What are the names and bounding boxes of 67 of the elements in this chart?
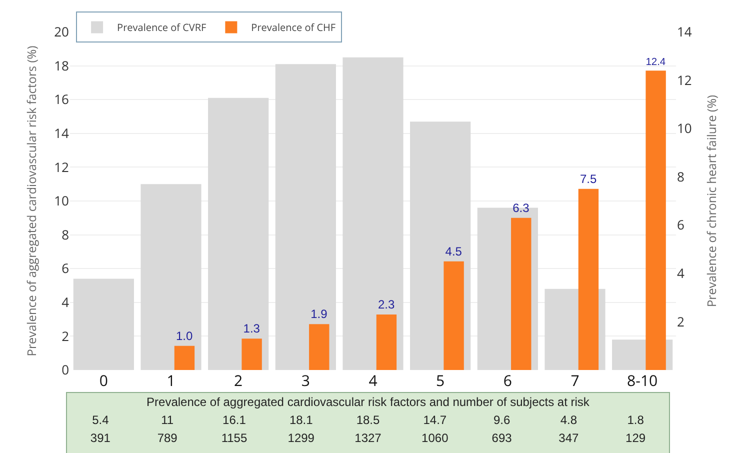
data-label: 6.3 [512,200,530,215]
bar [275,64,336,370]
data-label: 18.5 [355,412,381,429]
y-tick-label: 4 [62,292,70,311]
text: 129 [624,430,647,447]
bar [309,324,330,370]
bar [208,98,269,370]
y-tick-label: 10 [54,192,69,210]
bar [73,278,134,370]
x-tick-label: 0 [99,371,108,391]
data-label: 12.4 [646,57,666,68]
data-label: 18.1 [288,412,314,429]
y-tick-label: 14 [54,124,70,142]
data-label: 11 [160,412,175,429]
data-label: 2.3 [378,297,395,312]
y-tick-label: 20 [54,22,69,41]
x-tick-label: 4 [368,371,378,391]
y2-tick-label: 6 [677,216,684,234]
y2-tick-label: 12 [677,70,692,89]
data-label: 4.5 [445,244,462,258]
data-label: 1.9 [310,307,328,322]
data-label: 1.8 [626,412,645,429]
x-tick-label: 3 [301,371,310,391]
data-label: 9.6 [492,412,512,429]
data-label: 1.0 [176,328,193,343]
bar [242,338,262,370]
y2-tick-label: 4 [677,264,685,282]
bar [376,314,397,370]
bar [140,184,202,370]
bar [444,261,464,370]
y-tick-label: 12 [54,158,69,176]
data-label: 7.5 [580,172,597,186]
y-tick-label: 18 [54,56,69,74]
y2-tick-label: 8 [677,167,684,186]
data-label: 4.8 [559,412,578,429]
y-tick-label: 2 [62,326,69,345]
bar [342,57,404,370]
y-tick-label: 16 [54,90,69,108]
text: 1299 [286,430,316,447]
x-tick-label: 8-10 [627,371,658,391]
y-tick-label: 6 [62,259,69,278]
legend-label: Prevalence of CVRF [117,20,206,34]
text: 1327 [354,430,382,447]
text: 693 [490,430,513,447]
text: 1060 [420,430,450,447]
y2-axis-title: Prevalence of chronic heart failure (%) [703,94,720,308]
data-label: 16.1 [222,412,247,429]
data-label: 14.7 [422,412,448,429]
data-label: 5.4 [91,412,110,429]
x-tick-label: 5 [436,371,445,391]
x-tick-label: 2 [234,371,243,391]
y-tick-label: 8 [62,225,69,244]
text: 391 [89,430,112,447]
text: Prevalence of aggregated cardiovascular risk factors and number of subjects at risk [146,394,590,411]
y2-tick-label: 2 [677,312,684,330]
x-tick-label: 1 [166,371,176,391]
text: 1155 [220,430,248,447]
text: 347 [558,430,580,447]
bar [174,346,195,370]
legend-label: Prevalence of CHF [251,20,336,34]
x-tick-label: 7 [570,371,580,391]
y2-tick-label: 14 [677,22,692,41]
y2-tick-label: 10 [677,119,692,138]
text: 789 [156,430,178,447]
data-label: 1.3 [243,322,260,336]
y-axis-title: Prevalence of aggregated cardiovascular risk factors (%) [23,45,40,356]
x-tick-label: 6 [503,371,512,391]
